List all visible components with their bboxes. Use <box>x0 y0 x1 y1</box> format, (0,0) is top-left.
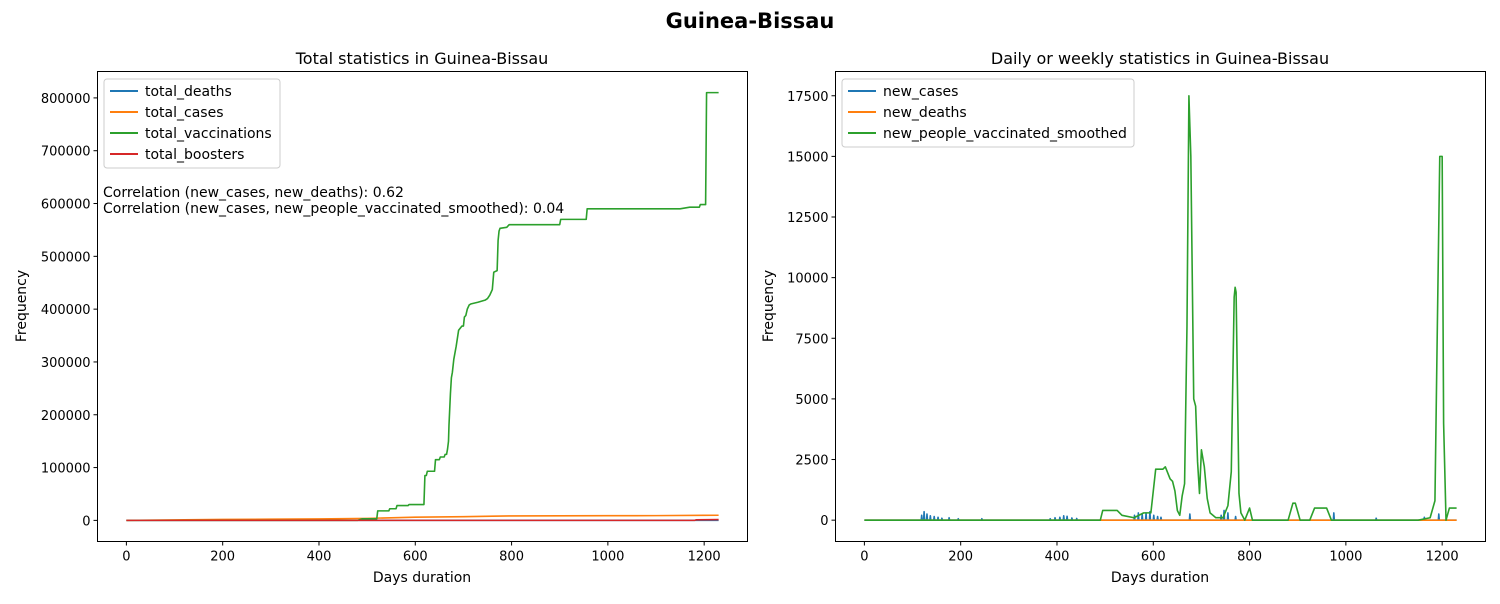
plot-area <box>864 96 1456 520</box>
x-tick-label: 400 <box>1045 550 1070 565</box>
y-tick-label: 300000 <box>41 356 91 371</box>
y-tick-label: 800000 <box>41 92 91 107</box>
panel-title: Daily or weekly statistics in Guinea-Bis… <box>991 49 1329 68</box>
x-tick-label: 600 <box>1141 550 1166 565</box>
legend-label: new_cases <box>883 84 958 100</box>
annotation-correlation-deaths: Correlation (new_cases, new_deaths): 0.6… <box>103 185 404 201</box>
legend-label: total_boosters <box>145 147 244 163</box>
panel-total-statistics: Total statistics in Guinea-Bissau Days d… <box>14 49 748 586</box>
x-tick-label: 1200 <box>1426 550 1459 565</box>
x-tick-label: 1000 <box>1329 550 1362 565</box>
y-tick-label: 400000 <box>41 303 91 318</box>
legend-label: new_deaths <box>883 105 967 121</box>
y-tick-label: 0 <box>820 514 828 529</box>
x-tick-label: 800 <box>1237 550 1262 565</box>
x-tick-label: 200 <box>210 550 235 565</box>
legend-label: total_vaccinations <box>145 126 272 142</box>
x-axis-label: Days duration <box>1111 570 1209 586</box>
x-axis-label: Days duration <box>373 570 471 586</box>
y-tick-label: 10000 <box>787 272 828 287</box>
x-tick-label: 1200 <box>688 550 721 565</box>
y-tick-label: 15000 <box>787 150 828 165</box>
x-tick-label: 800 <box>499 550 524 565</box>
y-tick-label: 700000 <box>41 145 91 160</box>
legend-label: new_people_vaccinated_smoothed <box>883 126 1127 142</box>
y-tick-label: 17500 <box>787 90 828 105</box>
y-axis-label: Frequency <box>14 270 30 342</box>
legend-label: total_deaths <box>145 84 232 100</box>
series-line-new-people-vaccinated-smoothed <box>864 96 1456 520</box>
x-tick-label: 1000 <box>591 550 624 565</box>
panel-title: Total statistics in Guinea-Bissau <box>295 49 549 68</box>
y-tick-label: 5000 <box>795 393 828 408</box>
x-tick-label: 0 <box>860 550 868 565</box>
series-line-new-cases <box>864 510 1456 520</box>
x-tick-label: 400 <box>307 550 332 565</box>
annotation-correlation-vaccinated: Correlation (new_cases, new_people_vacci… <box>103 201 564 217</box>
figure-title: Guinea-Bissau <box>666 9 835 33</box>
y-tick-label: 500000 <box>41 250 91 265</box>
y-tick-label: 0 <box>82 514 90 529</box>
y-tick-label: 200000 <box>41 409 91 424</box>
series-line-total-boosters <box>126 520 718 521</box>
y-tick-label: 2500 <box>795 454 828 469</box>
x-tick-label: 0 <box>122 550 130 565</box>
x-tick-label: 200 <box>948 550 973 565</box>
y-tick-label: 12500 <box>787 211 828 226</box>
x-tick-label: 600 <box>403 550 428 565</box>
panel-daily-statistics: Daily or weekly statistics in Guinea-Bis… <box>761 49 1486 586</box>
legend-label: total_cases <box>145 105 224 121</box>
y-tick-label: 7500 <box>795 332 828 347</box>
legend: total_deaths total_cases total_vaccination… <box>104 79 280 168</box>
y-tick-label: 600000 <box>41 198 91 213</box>
legend: new_cases new_deaths new_people_vaccinated… <box>842 79 1134 147</box>
y-tick-label: 100000 <box>41 462 91 477</box>
y-axis-label: Frequency <box>761 270 777 342</box>
